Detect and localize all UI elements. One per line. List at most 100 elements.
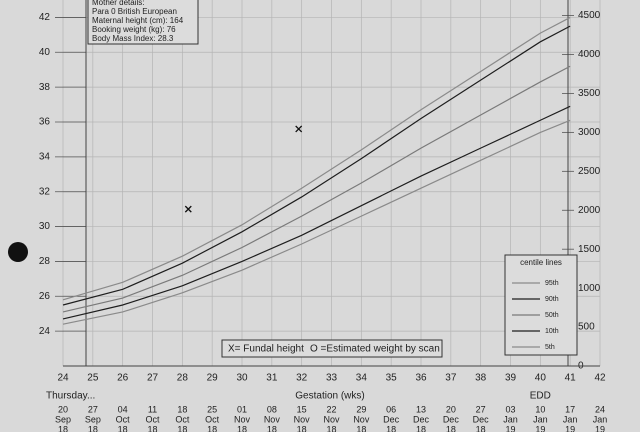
date-label: 04 — [118, 404, 128, 414]
y2-tick-label: 500 — [578, 322, 595, 333]
edd-label: EDD — [530, 391, 551, 402]
date-label: 18 — [207, 424, 217, 432]
date-label: Dec — [443, 414, 460, 424]
date-label: 19 — [565, 424, 575, 432]
legend-label: 10th — [545, 328, 559, 335]
date-label: 08 — [267, 404, 277, 414]
date-label: 25 — [207, 404, 217, 414]
x-tick-label: 34 — [356, 373, 368, 384]
date-label: 18 — [88, 424, 98, 432]
x-tick-label: 24 — [57, 373, 69, 384]
y-tick-label: 26 — [39, 291, 51, 302]
date-label: Nov — [264, 414, 281, 424]
date-label: 18 — [237, 424, 247, 432]
x-tick-label: 40 — [535, 373, 547, 384]
x-tick-label: 41 — [565, 373, 577, 384]
date-label: 15 — [297, 404, 307, 414]
date-label: Oct — [205, 414, 220, 424]
date-label: Sep — [55, 414, 71, 424]
x-tick-label: 36 — [415, 373, 427, 384]
legend-box — [504, 254, 578, 356]
legend-label: 5th — [545, 344, 555, 351]
centile-line — [62, 16, 571, 301]
x-tick-label: 37 — [445, 373, 457, 384]
details-text: Booking weight (kg): 76 — [92, 25, 176, 34]
date-label: Nov — [294, 414, 311, 424]
y2-tick-label: 3500 — [578, 88, 601, 99]
x-tick-label: 32 — [296, 373, 308, 384]
date-label: Sep — [85, 414, 101, 424]
date-label: 24 — [595, 404, 605, 414]
y2-tick-label: 4000 — [578, 49, 601, 60]
details-text: Maternal height (cm): 164 — [92, 16, 184, 25]
x-tick-label: 42 — [594, 373, 606, 384]
date-label: 03 — [505, 404, 515, 414]
date-label: 10 — [535, 404, 545, 414]
date-label: 22 — [326, 404, 336, 414]
date-label: 18 — [118, 424, 128, 432]
legend-label: 90th — [545, 296, 559, 303]
date-label: 18 — [326, 424, 336, 432]
date-label: 18 — [177, 424, 187, 432]
fundal-point — [295, 125, 303, 133]
date-label: 06 — [386, 404, 396, 414]
date-label: 18 — [446, 424, 456, 432]
centile-line — [62, 105, 571, 320]
date-label: 18 — [267, 424, 277, 432]
legend-label: 50th — [545, 312, 559, 319]
y2-tick-label: 4500 — [578, 10, 601, 21]
y2-tick-label: 2500 — [578, 166, 601, 177]
date-label: Jan — [533, 414, 548, 424]
x-tick-label: 29 — [207, 373, 219, 384]
centile-line — [62, 119, 571, 325]
x-tick-label: 27 — [147, 373, 159, 384]
legend-label: 95th — [545, 280, 559, 287]
date-label: 18 — [297, 424, 307, 432]
y2-tick-label: 2000 — [578, 205, 601, 216]
y-tick-label: 28 — [39, 256, 51, 267]
date-label: 27 — [476, 404, 486, 414]
date-label: Dec — [383, 414, 400, 424]
date-label: 11 — [148, 404, 157, 414]
date-label: 18 — [386, 424, 396, 432]
date-label: 29 — [356, 404, 366, 414]
date-label: Oct — [116, 414, 131, 424]
date-label: Jan — [593, 414, 608, 424]
x-tick-label: 35 — [386, 373, 398, 384]
details-text: Body Mass Index: 28.3 — [92, 34, 174, 43]
date-label: Nov — [234, 414, 251, 424]
x-tick-label: 38 — [475, 373, 487, 384]
date-label: 27 — [88, 404, 98, 414]
x-tick-label: 25 — [87, 373, 99, 384]
y-tick-label: 36 — [39, 117, 51, 128]
punch-hole — [8, 242, 28, 262]
details-text: Para 0 British European — [92, 7, 177, 16]
y-tick-label: 32 — [39, 186, 51, 197]
details-box — [87, 0, 199, 45]
legend-title: centile lines — [520, 258, 562, 267]
date-label: 20 — [58, 404, 68, 414]
date-label: Dec — [473, 414, 490, 424]
date-label: 18 — [356, 424, 366, 432]
x-tick-label: 39 — [505, 373, 517, 384]
date-label: Jan — [503, 414, 518, 424]
date-label: 13 — [416, 404, 426, 414]
date-label: 18 — [58, 424, 68, 432]
y-tick-label: 24 — [39, 326, 51, 337]
date-label: 19 — [535, 424, 545, 432]
fundal-point — [184, 205, 192, 213]
date-label: 19 — [505, 424, 515, 432]
x-axis-label: Gestation (wks) — [295, 391, 364, 402]
x-tick-label: 30 — [236, 373, 248, 384]
date-label: 01 — [237, 404, 247, 414]
y-tick-label: 40 — [39, 47, 51, 58]
x-tick-label: 26 — [117, 373, 129, 384]
marker-legend-box — [221, 339, 443, 358]
date-label: Oct — [145, 414, 160, 424]
date-label: 19 — [595, 424, 605, 432]
x-note: Thursday... — [46, 391, 95, 402]
date-label: Dec — [413, 414, 430, 424]
